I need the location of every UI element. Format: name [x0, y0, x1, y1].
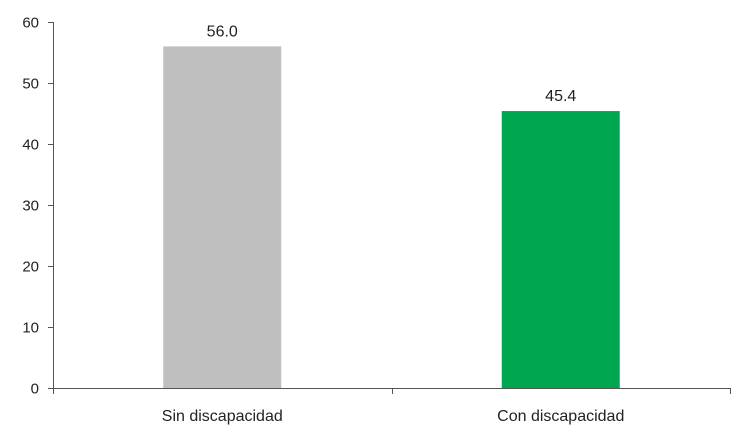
bars: [163, 46, 620, 389]
value-labels: 56.0 45.4: [207, 23, 577, 105]
value-label: 56.0: [207, 23, 238, 40]
y-tick-label: 10: [22, 320, 39, 337]
y-tick-label: 20: [22, 259, 39, 276]
y-tick-label: 40: [22, 137, 39, 154]
x-axis: [53, 388, 731, 394]
category-label: Con discapacidad: [497, 408, 624, 425]
bar-sin-discapacidad: [163, 46, 282, 389]
category-label: Sin discapacidad: [162, 408, 283, 425]
value-label: 45.4: [545, 88, 576, 105]
y-tick-label: 30: [22, 198, 39, 215]
y-tick-label: 0: [31, 381, 39, 398]
category-labels: Sin discapacidad Con discapacidad: [162, 408, 625, 425]
bar-con-discapacidad: [501, 111, 620, 388]
y-axis: 0 10 20 30 40 50 60: [22, 15, 54, 398]
y-tick-label: 60: [22, 15, 39, 32]
y-tick-label: 50: [22, 76, 39, 93]
